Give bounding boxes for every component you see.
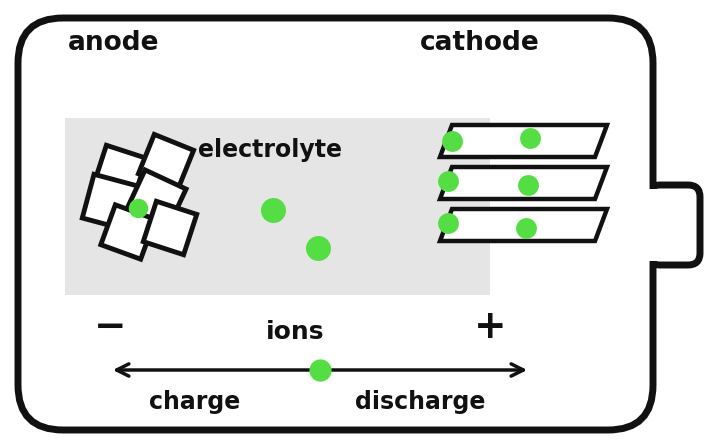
Polygon shape [143,201,196,255]
Text: ions: ions [266,320,324,344]
Polygon shape [440,125,607,157]
Text: charge: charge [150,390,240,414]
Polygon shape [440,167,607,199]
Polygon shape [440,209,607,241]
Bar [65,118,490,295]
Text: anode: anode [68,30,160,56]
Text: cathode: cathode [420,30,540,56]
Text: −: − [94,308,126,346]
FancyBboxPatch shape [18,18,653,430]
Polygon shape [94,145,147,199]
Polygon shape [126,170,186,230]
Bar [648,189,658,261]
Text: +: + [474,308,506,346]
Polygon shape [138,134,194,190]
Polygon shape [82,174,138,230]
Text: discharge: discharge [354,390,485,414]
Polygon shape [101,205,155,259]
Text: electrolyte: electrolyte [198,138,342,162]
FancyBboxPatch shape [648,185,700,265]
